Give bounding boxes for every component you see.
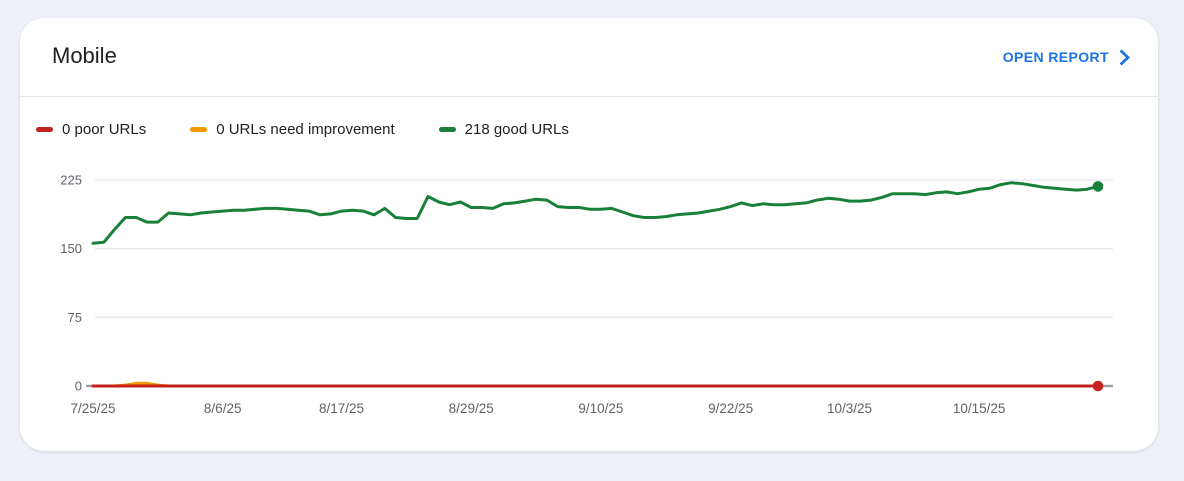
x-axis-labels: 7/25/25 8/6/25 8/17/25 8/29/25 9/10/25 9/22/2… [70, 401, 1005, 416]
series-end-dot-poor [1092, 380, 1104, 392]
svg-text:225: 225 [60, 173, 82, 188]
legend-marker-needs-improvement-icon [190, 126, 208, 132]
chevron-right-icon [1119, 48, 1130, 66]
open-report-label: OPEN REPORT [1002, 49, 1109, 65]
legend-label-good: 218 good URLs [464, 120, 569, 138]
svg-text:0: 0 [75, 379, 82, 394]
legend-item-good[interactable]: 218 good URLs [438, 120, 569, 138]
legend-marker-good-icon [438, 126, 456, 132]
svg-text:10/3/25: 10/3/25 [827, 401, 872, 416]
svg-text:150: 150 [60, 241, 82, 256]
svg-text:9/22/25: 9/22/25 [708, 401, 753, 416]
svg-text:8/17/25: 8/17/25 [319, 401, 364, 416]
legend-label-needs-improvement: 0 URLs need improvement [216, 120, 395, 138]
legend-item-poor[interactable]: 0 poor URLs [36, 121, 146, 138]
svg-text:8/6/25: 8/6/25 [204, 401, 242, 416]
svg-text:7/25/25: 7/25/25 [70, 401, 115, 416]
svg-text:10/15/25: 10/15/25 [953, 401, 1006, 416]
card-title: Mobile [52, 43, 117, 68]
legend-label-poor: 0 poor URLs [62, 120, 147, 138]
series-line-good [91, 181, 1100, 245]
legend-marker-poor-icon [36, 126, 53, 132]
core-web-vitals-mobile-card: Mobile OPEN REPORT 0 poor URLs 0 URLs ne… [20, 18, 1158, 451]
legend-item-needs-improvement[interactable]: 0 URLs need improvement [190, 120, 395, 138]
header-divider [20, 96, 1158, 97]
chart-legend: 0 poor URLs 0 URLs need improvement 218 … [36, 118, 569, 140]
cwv-line-chart[interactable]: 0 75 150 225 7/25/25 8/6/25 8/17/25 8/29/25 9/1… [20, 150, 1158, 440]
svg-text:75: 75 [68, 310, 82, 325]
svg-text:9/10/25: 9/10/25 [578, 401, 623, 416]
y-axis-labels: 0 75 150 225 [60, 173, 82, 394]
chart-series [91, 181, 1104, 392]
svg-text:8/29/25: 8/29/25 [449, 401, 494, 416]
open-report-link[interactable]: OPEN REPORT [1003, 48, 1130, 66]
series-end-dot-good [1092, 181, 1104, 192]
